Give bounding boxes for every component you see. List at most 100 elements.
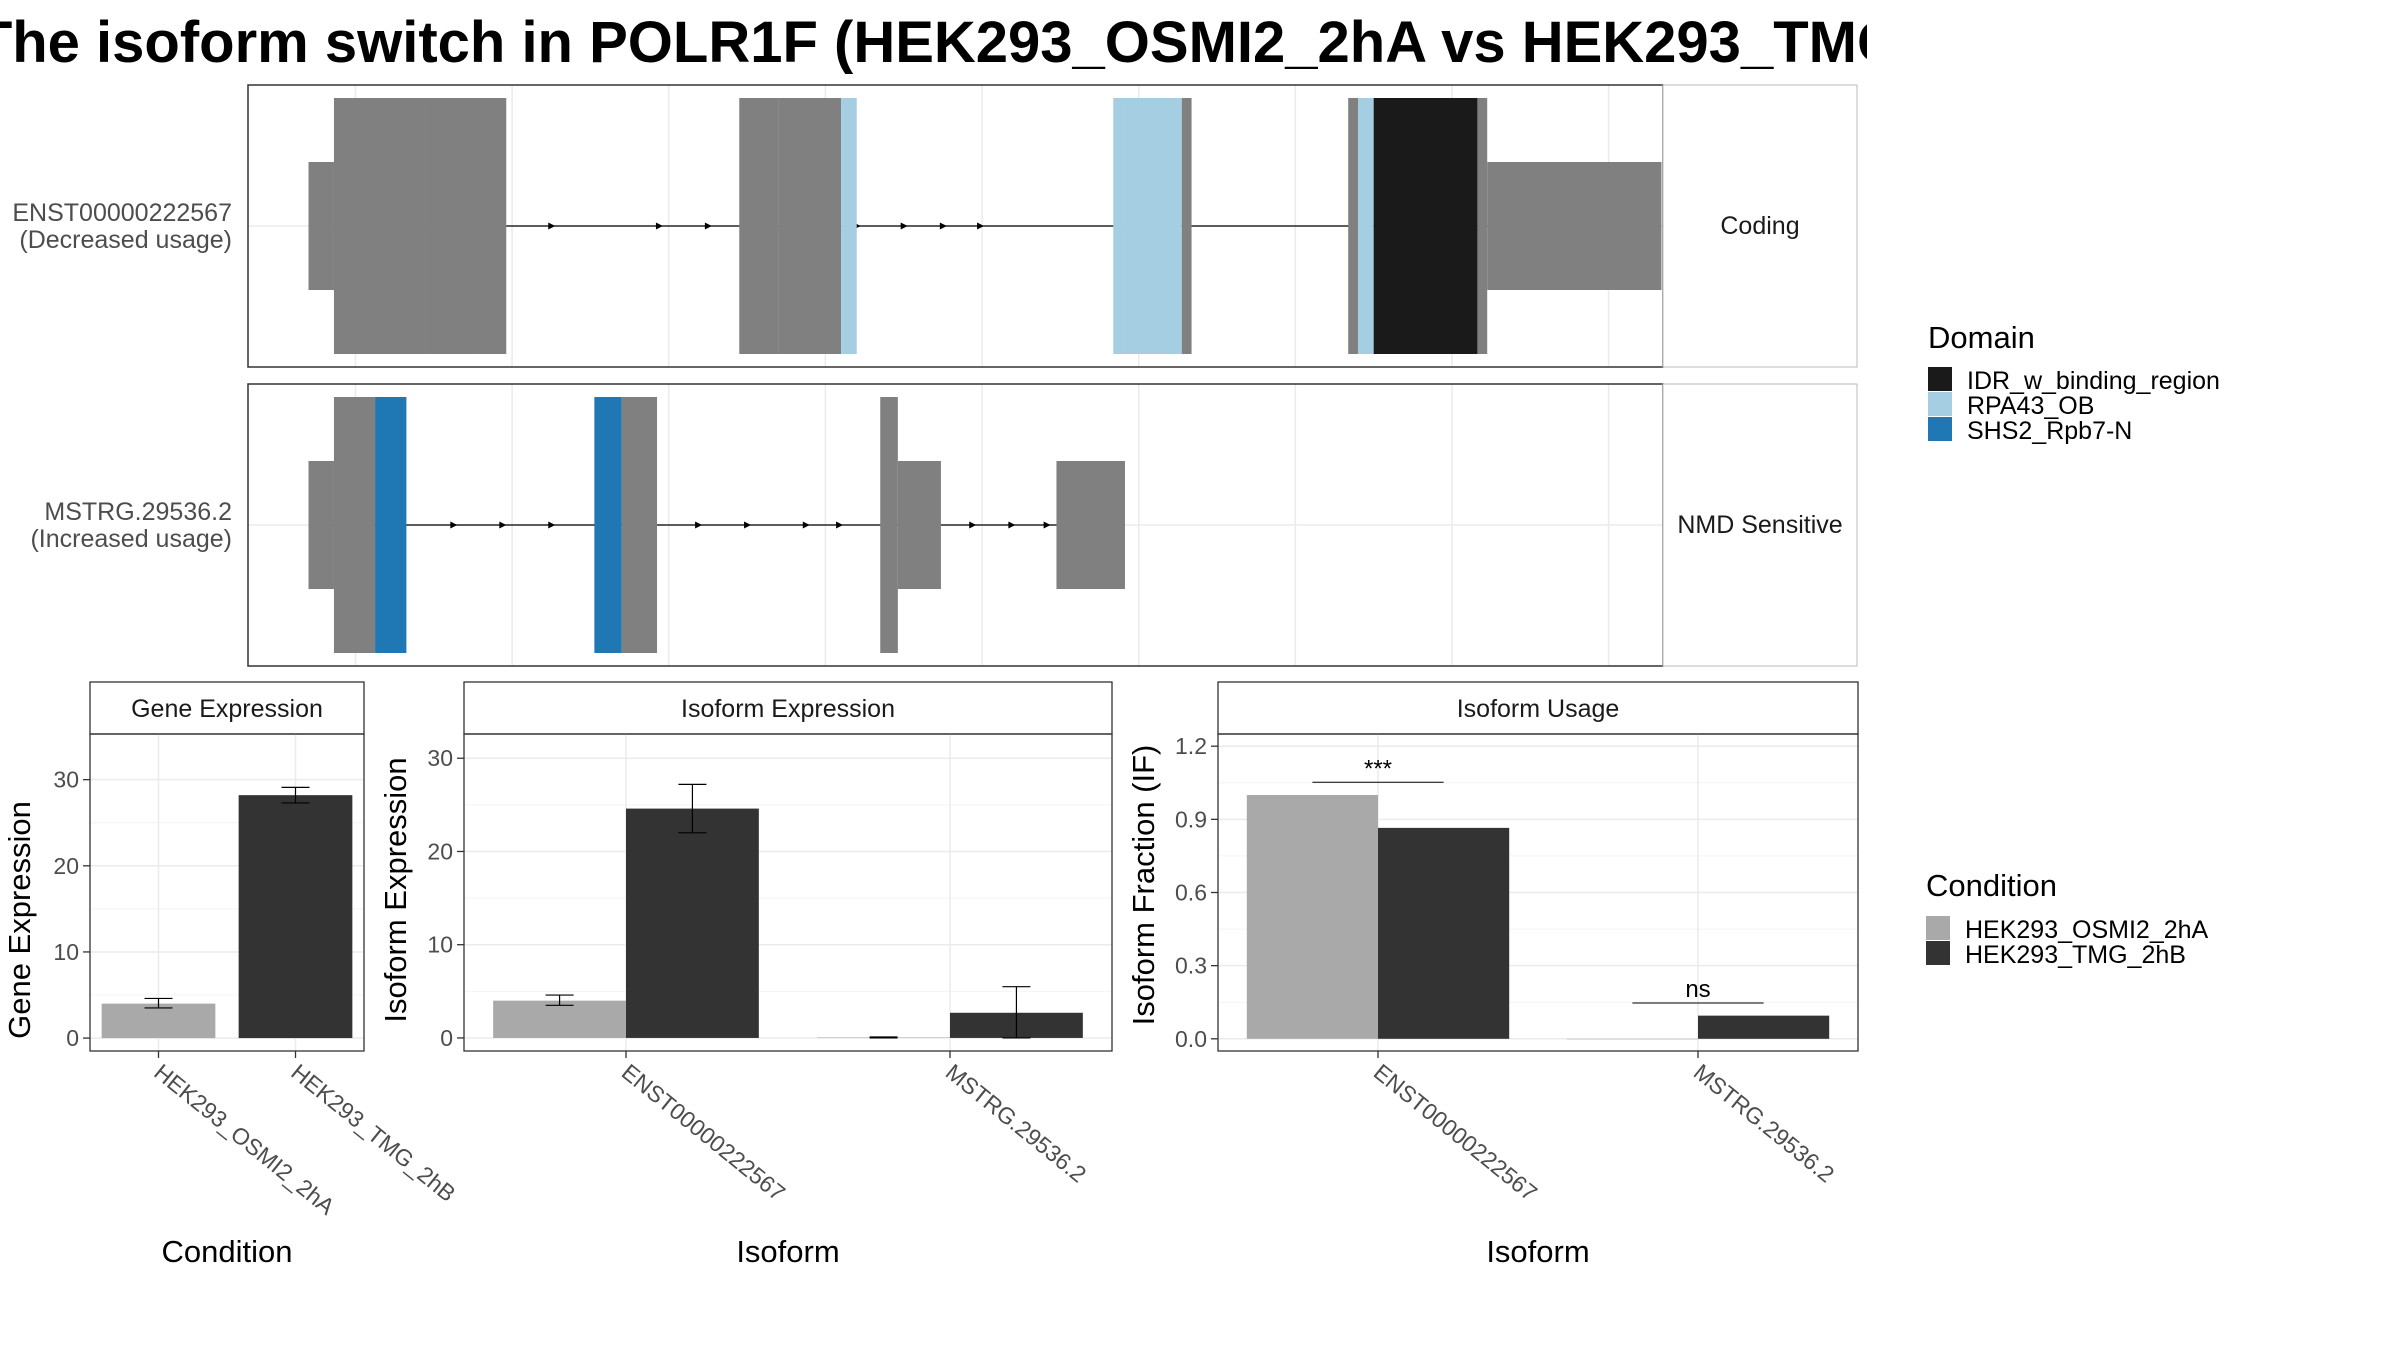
- exon-segment: [778, 98, 842, 354]
- legend-title: Domain: [1928, 320, 2035, 355]
- exon-segment: [308, 461, 334, 589]
- category-strip: [1662, 383, 1858, 667]
- legend-swatch-tmg: [1926, 941, 1950, 965]
- transcript-panel-1: ENST00000222567 (Decreased usage) Coding: [12, 84, 1858, 368]
- bar: [1566, 1038, 1698, 1040]
- bar: [1698, 1015, 1830, 1039]
- legend-swatch-shs2: [1928, 417, 1952, 441]
- exon-segment: [739, 98, 779, 354]
- legend-title: Condition: [1926, 868, 2057, 903]
- y-tick-label: 20: [427, 838, 453, 864]
- y-tick-label: 10: [53, 939, 79, 965]
- y-tick-label: 0.0: [1175, 1026, 1207, 1052]
- domain-segment: [1124, 98, 1182, 354]
- y-tick-label: 0.6: [1175, 880, 1207, 906]
- intron-arrow: [802, 521, 810, 529]
- intron-arrow: [939, 222, 947, 230]
- y-axis-title: Isoform Expression: [378, 757, 413, 1022]
- bar: [101, 1003, 216, 1039]
- x-axis-title: Isoform: [1486, 1234, 1589, 1269]
- bar: [626, 808, 759, 1038]
- bar-marks: [1246, 794, 1830, 1040]
- exon-segment: [1181, 98, 1192, 354]
- category-label: NMD Sensitive: [1677, 511, 1842, 539]
- intron-arrow: [1043, 521, 1051, 529]
- legend-label-tmg: HEK293_TMG_2hB: [1965, 941, 2186, 969]
- y-tick-label: 0.9: [1175, 806, 1207, 832]
- transcript-panel-2: MSTRG.29536.2 (Increased usage) NMD Sens…: [30, 383, 1858, 667]
- transcript-id-label: MSTRG.29536.2: [44, 498, 232, 526]
- exon-segment: [308, 162, 334, 290]
- strip-title: Isoform Expression: [681, 695, 895, 723]
- domain-legend: Domain IDR_w_binding_region RPA43_OB SHS…: [1928, 320, 2220, 445]
- y-tick-label: 0: [66, 1025, 79, 1051]
- exon-layer: [308, 397, 1125, 653]
- category-label: Coding: [1720, 212, 1799, 240]
- legend-label-idr: IDR_w_binding_region: [1967, 367, 2220, 395]
- strip-title: Gene Expression: [131, 695, 323, 723]
- exon-segment: [425, 98, 473, 354]
- transcript-id-label: ENST00000222567: [12, 199, 232, 227]
- exon-layer: [308, 98, 1662, 354]
- error-bar: [144, 997, 173, 1009]
- bar-marks: [493, 783, 1083, 1039]
- error-bar: [1002, 986, 1031, 1039]
- intron-arrow: [977, 222, 985, 230]
- exon-segment: [472, 98, 507, 354]
- exon-segment: [1056, 461, 1125, 589]
- bar: [493, 1000, 626, 1038]
- error-bar: [545, 994, 574, 1006]
- error-bar: [281, 786, 310, 804]
- x-axis-title: Condition: [162, 1234, 293, 1269]
- legend-swatch-osmi2: [1926, 916, 1950, 940]
- strip-title: Isoform Usage: [1457, 695, 1620, 723]
- intron-arrow: [900, 222, 908, 230]
- legend-swatch-rpa43: [1928, 392, 1952, 416]
- bar-marks: [101, 786, 353, 1039]
- legend-label-rpa43: RPA43_OB: [1967, 392, 2094, 420]
- domain-segment: [375, 397, 407, 653]
- y-tick-label: 0: [440, 1025, 453, 1051]
- intron-arrow: [969, 521, 977, 529]
- domain-segment: [594, 397, 622, 653]
- exon-segment: [333, 397, 376, 653]
- exon-segment: [897, 461, 941, 589]
- legend-label-osmi2: HEK293_OSMI2_2hA: [1965, 916, 2209, 944]
- error-bar: [869, 1036, 898, 1039]
- bar: [238, 795, 353, 1039]
- domain-segment: [841, 98, 857, 354]
- significance-label: ***: [1364, 755, 1392, 782]
- gridlines: [1218, 734, 1858, 1051]
- exon-segment: [621, 397, 658, 653]
- exon-segment: [1477, 98, 1488, 354]
- exon-segment: [333, 98, 426, 354]
- plot-border: [89, 733, 365, 1052]
- title-clip-mask: [1867, 0, 2400, 80]
- intron-arrow: [499, 521, 507, 529]
- intron-arrow: [548, 222, 556, 230]
- y-tick-label: 10: [427, 932, 453, 958]
- transcript-structure-panels: ENST00000222567 (Decreased usage) Coding…: [12, 84, 1858, 667]
- intron-arrow: [655, 222, 663, 230]
- significance-label: ns: [1685, 976, 1710, 1003]
- intron-arrow: [744, 521, 752, 529]
- plot-border: [1217, 733, 1859, 1052]
- strip-box: [1217, 681, 1859, 735]
- intron-arrow: [836, 521, 844, 529]
- transcript-usage-label: (Decreased usage): [19, 226, 232, 254]
- figure-title: The isoform switch in POLR1F (HEK293_OSM…: [0, 10, 2063, 75]
- figure-title-group: The isoform switch in POLR1F (HEK293_OSM…: [0, 0, 2400, 80]
- legend-swatch-idr: [1928, 367, 1952, 391]
- domain-segment: [1373, 98, 1478, 354]
- x-axis-title: Isoform: [736, 1234, 839, 1269]
- intron-arrow: [704, 222, 712, 230]
- plot-border: [463, 733, 1113, 1052]
- bar: [1246, 794, 1378, 1039]
- category-strip: [1662, 84, 1858, 368]
- strip-box: [89, 681, 365, 735]
- intron-arrow: [450, 521, 458, 529]
- y-tick-label: 30: [53, 767, 79, 793]
- bar: [1378, 827, 1510, 1039]
- y-tick-label: 20: [53, 853, 79, 879]
